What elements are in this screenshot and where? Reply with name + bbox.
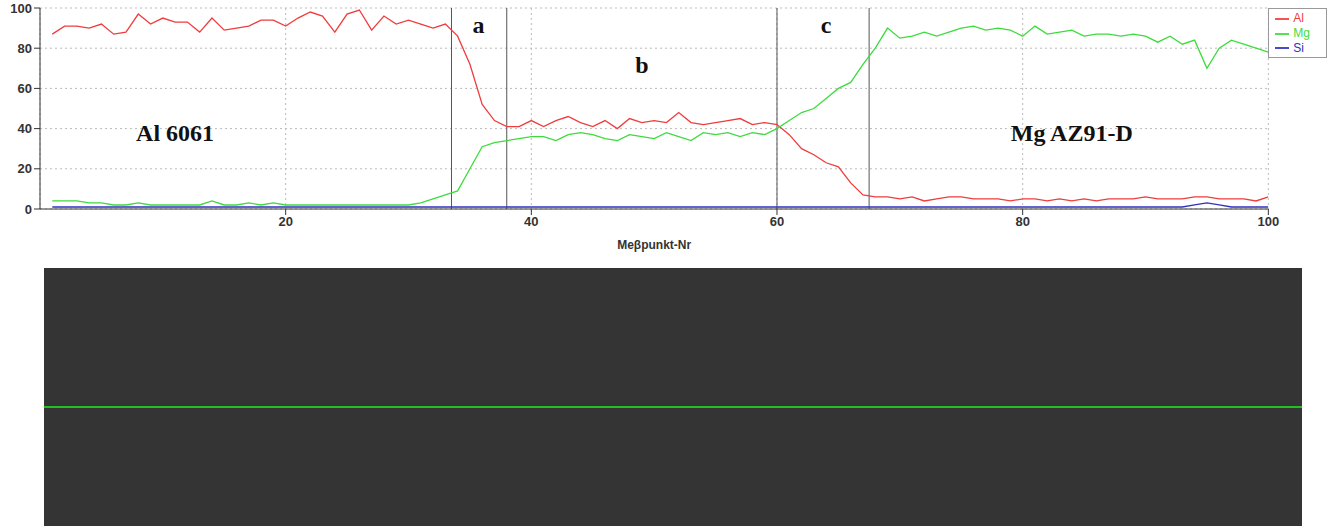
svg-text:a: a xyxy=(473,12,485,38)
svg-text:80: 80 xyxy=(1015,214,1029,229)
html-text:Si: Si xyxy=(1293,40,1304,55)
svg-text:40: 40 xyxy=(18,121,32,136)
html-text:Al: Al xyxy=(1293,11,1304,25)
html-text:Mg: Mg xyxy=(1293,25,1310,40)
svg-text:60: 60 xyxy=(770,214,784,229)
svg-text:40: 40 xyxy=(524,214,538,229)
svg-text:20: 20 xyxy=(18,161,32,176)
svg-text:60: 60 xyxy=(18,81,32,96)
svg-text:b: b xyxy=(635,52,648,78)
svg-text:Meβpunkt-Nr: Meβpunkt-Nr xyxy=(617,238,691,252)
svg-text:c: c xyxy=(821,12,832,38)
svg-text:Al 6061: Al 6061 xyxy=(136,120,214,146)
svg-text:Mg AZ91-D: Mg AZ91-D xyxy=(1011,120,1133,146)
svg-text:0: 0 xyxy=(25,202,32,217)
svg-text:100: 100 xyxy=(1257,214,1279,229)
svg-text:80: 80 xyxy=(18,41,32,56)
svg-text:100: 100 xyxy=(10,1,32,16)
svg-text:20: 20 xyxy=(278,214,292,229)
